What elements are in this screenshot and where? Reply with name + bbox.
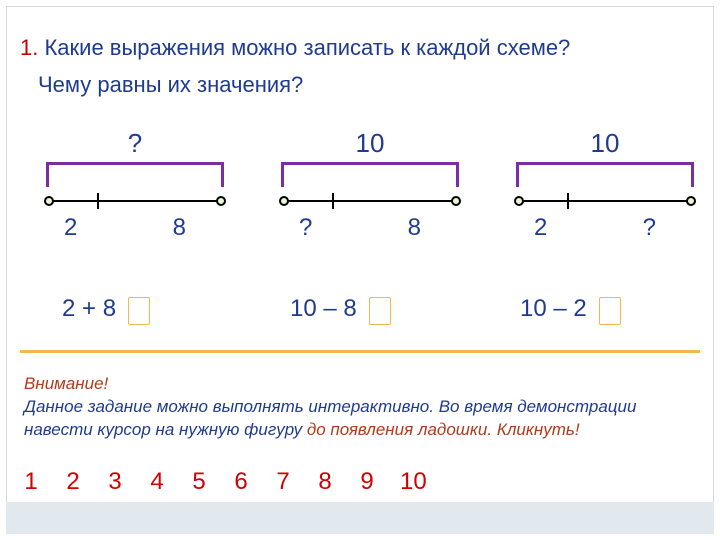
scheme-1-numberline — [48, 196, 222, 206]
answer-number-10[interactable]: 10 — [400, 468, 427, 496]
warning-body-accent: до появления ладошки. Кликнуть! — [307, 420, 580, 439]
warning-title: Внимание! — [24, 374, 108, 394]
expression-3-text: 10 – 2 — [520, 295, 587, 323]
numberline-bar — [283, 200, 457, 202]
question-text-1: Какие выражения можно записать к каждой … — [44, 35, 570, 60]
answer-box-3[interactable] — [599, 297, 621, 325]
expression-2-text: 10 – 8 — [290, 295, 357, 323]
scheme-2: 10 ? 8 — [275, 128, 465, 288]
scheme-2-right-value: 8 — [408, 214, 421, 242]
answer-number-8[interactable]: 8 — [316, 468, 334, 496]
answer-box-2[interactable] — [369, 297, 391, 325]
expression-1: 2 + 8 — [62, 295, 150, 323]
divider-rule — [20, 350, 700, 353]
numberline-tick — [97, 193, 99, 209]
scheme-3-left-value: 2 — [534, 214, 547, 242]
numberline-dot-left — [514, 196, 524, 206]
scheme-3-bracket — [516, 162, 694, 187]
expression-1-text: 2 + 8 — [62, 295, 116, 323]
expression-2: 10 – 8 — [290, 295, 391, 323]
question-number: 1. — [20, 35, 38, 60]
numberline-dot-right — [686, 196, 696, 206]
scheme-2-left-value: ? — [299, 214, 312, 242]
scheme-1: ? 2 8 — [40, 128, 230, 288]
answer-number-1[interactable]: 1 — [22, 468, 40, 496]
scheme-3-numberline — [518, 196, 692, 206]
answer-numbers-row: 1 2 3 4 5 6 7 8 9 10 — [22, 468, 427, 496]
answer-box-1[interactable] — [128, 297, 150, 325]
numberline-dot-right — [216, 196, 226, 206]
answer-number-3[interactable]: 3 — [106, 468, 124, 496]
scheme-3-top-label: 10 — [510, 128, 700, 159]
scheme-2-bracket — [281, 162, 459, 187]
numberline-dot-left — [44, 196, 54, 206]
numberline-tick — [567, 193, 569, 209]
warning-body: Данное задание можно выполнять интеракти… — [24, 396, 696, 442]
scheme-1-top-label: ? — [40, 128, 230, 159]
answer-number-2[interactable]: 2 — [64, 468, 82, 496]
numberline-dot-left — [279, 196, 289, 206]
scheme-1-segment-labels: 2 8 — [40, 214, 230, 244]
numberline-bar — [48, 200, 222, 202]
scheme-3-right-value: ? — [643, 214, 656, 242]
answer-number-6[interactable]: 6 — [232, 468, 250, 496]
answer-number-4[interactable]: 4 — [148, 468, 166, 496]
footer-band — [6, 502, 714, 534]
scheme-2-top-label: 10 — [275, 128, 465, 159]
answer-number-5[interactable]: 5 — [190, 468, 208, 496]
question-line-2: Чему равны их значения? — [38, 72, 303, 98]
scheme-1-left-value: 2 — [64, 214, 77, 242]
numberline-tick — [332, 193, 334, 209]
scheme-3: 10 2 ? — [510, 128, 700, 288]
scheme-2-segment-labels: ? 8 — [275, 214, 465, 244]
answer-number-9[interactable]: 9 — [358, 468, 376, 496]
numberline-dot-right — [451, 196, 461, 206]
expression-3: 10 – 2 — [520, 295, 621, 323]
scheme-3-segment-labels: 2 ? — [510, 214, 700, 244]
numberline-bar — [518, 200, 692, 202]
scheme-1-bracket — [46, 162, 224, 187]
scheme-1-right-value: 8 — [173, 214, 186, 242]
scheme-2-numberline — [283, 196, 457, 206]
answer-number-7[interactable]: 7 — [274, 468, 292, 496]
question-line-1: 1. Какие выражения можно записать к кажд… — [20, 35, 570, 61]
